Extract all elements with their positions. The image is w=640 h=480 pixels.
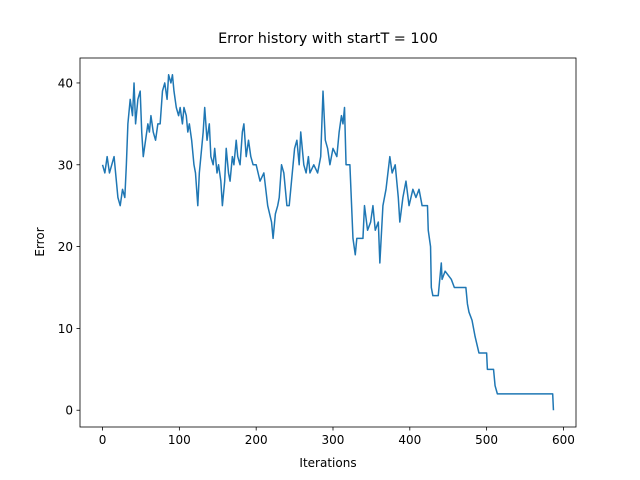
x-tick-label: 300 xyxy=(322,433,345,447)
axes-frame xyxy=(79,57,577,428)
y-tick-label: 40 xyxy=(58,76,73,90)
x-tick-label: 0 xyxy=(99,433,107,447)
data-line xyxy=(101,74,555,411)
x-tick-label: 100 xyxy=(168,433,191,447)
y-tick-label: 0 xyxy=(65,404,73,418)
x-axis-label: Iterations xyxy=(299,456,356,470)
x-tick-label: 200 xyxy=(245,433,268,447)
x-tick-label: 500 xyxy=(475,433,498,447)
y-tick-label: 20 xyxy=(58,240,73,254)
chart-title: Error history with startT = 100 xyxy=(218,31,438,47)
y-tick-label: 10 xyxy=(58,322,73,336)
x-tick-label: 400 xyxy=(398,433,421,447)
y-axis-label: Error xyxy=(33,227,47,256)
y-tick-label: 30 xyxy=(58,158,73,172)
x-tick-label: 600 xyxy=(552,433,575,447)
